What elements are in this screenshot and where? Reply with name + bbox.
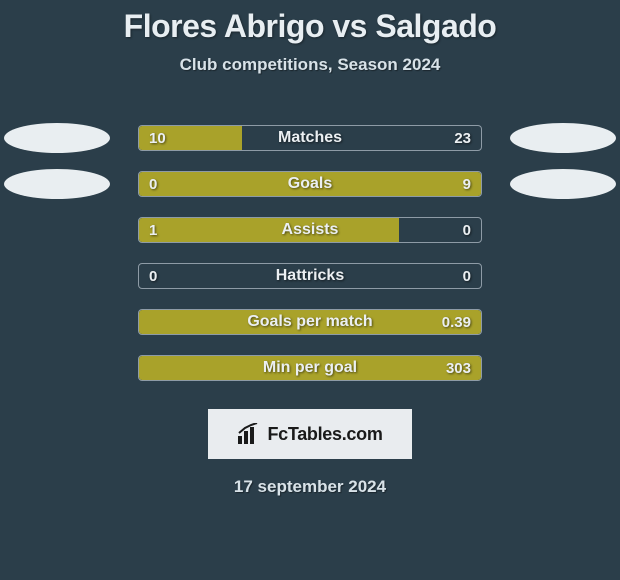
stat-row: 1Assists0 [0,207,620,253]
stat-label: Min per goal [139,356,481,380]
comparison-infographic: Flores Abrigo vs Salgado Club competitio… [0,0,620,497]
stat-label: Goals per match [139,310,481,334]
player-left-badge [4,123,110,153]
stat-right-value: 0 [463,218,471,242]
player-right-badge [510,169,616,199]
stat-bar: Goals per match0.39 [138,309,482,335]
stat-label: Goals [139,172,481,196]
subtitle: Club competitions, Season 2024 [0,55,620,75]
logo-box: FcTables.com [208,409,412,459]
player-right-badge [510,123,616,153]
stat-row: Min per goal303 [0,345,620,391]
stat-bar: 0Goals9 [138,171,482,197]
stats-area: 10Matches230Goals91Assists00Hattricks0Go… [0,115,620,391]
stat-row: 10Matches23 [0,115,620,161]
stat-label: Matches [139,126,481,150]
stat-row: Goals per match0.39 [0,299,620,345]
logo-text: FcTables.com [267,424,382,445]
page-title: Flores Abrigo vs Salgado [0,8,620,45]
stat-row: 0Hattricks0 [0,253,620,299]
stat-right-value: 9 [463,172,471,196]
stat-right-value: 0.39 [442,310,471,334]
stat-row: 0Goals9 [0,161,620,207]
stat-bar: Min per goal303 [138,355,482,381]
stat-right-value: 0 [463,264,471,288]
stat-label: Hattricks [139,264,481,288]
stat-right-value: 303 [446,356,471,380]
player-left-badge [4,169,110,199]
stat-bar: 1Assists0 [138,217,482,243]
fctables-logo-icon [237,423,263,445]
date: 17 september 2024 [0,477,620,497]
stat-right-value: 23 [454,126,471,150]
stat-bar: 10Matches23 [138,125,482,151]
stat-label: Assists [139,218,481,242]
stat-bar: 0Hattricks0 [138,263,482,289]
